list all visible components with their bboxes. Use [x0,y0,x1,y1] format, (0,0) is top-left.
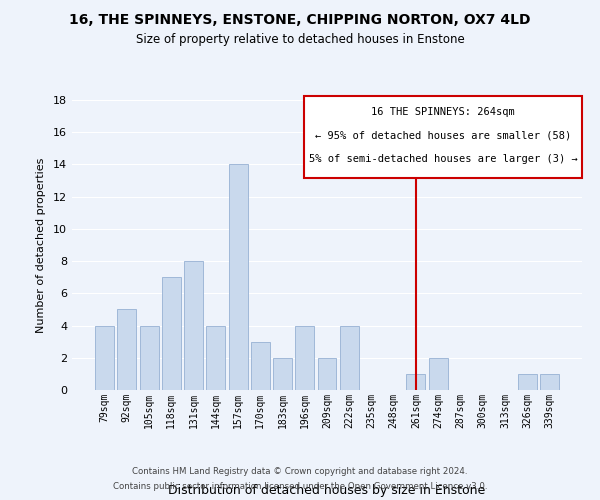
Bar [295,326,314,390]
Bar [162,277,181,390]
Bar [273,358,292,390]
Y-axis label: Number of detached properties: Number of detached properties [36,158,46,332]
FancyBboxPatch shape [304,96,582,178]
Bar [206,326,225,390]
Text: Contains HM Land Registry data © Crown copyright and database right 2024.: Contains HM Land Registry data © Crown c… [132,467,468,476]
Bar [429,358,448,390]
Bar [518,374,536,390]
Bar [251,342,270,390]
X-axis label: Distribution of detached houses by size in Enstone: Distribution of detached houses by size … [169,484,485,496]
Bar [317,358,337,390]
Bar [95,326,114,390]
Bar [184,261,203,390]
Bar [340,326,359,390]
Text: 16, THE SPINNEYS, ENSTONE, CHIPPING NORTON, OX7 4LD: 16, THE SPINNEYS, ENSTONE, CHIPPING NORT… [69,12,531,26]
Text: 16 THE SPINNEYS: 264sqm: 16 THE SPINNEYS: 264sqm [371,108,515,118]
Bar [118,310,136,390]
Bar [540,374,559,390]
Text: ← 95% of detached houses are smaller (58): ← 95% of detached houses are smaller (58… [315,130,571,140]
Bar [229,164,248,390]
Text: 5% of semi-detached houses are larger (3) →: 5% of semi-detached houses are larger (3… [308,154,577,164]
Bar [406,374,425,390]
Text: Size of property relative to detached houses in Enstone: Size of property relative to detached ho… [136,32,464,46]
Text: Contains public sector information licensed under the Open Government Licence v3: Contains public sector information licen… [113,482,487,491]
Bar [140,326,158,390]
